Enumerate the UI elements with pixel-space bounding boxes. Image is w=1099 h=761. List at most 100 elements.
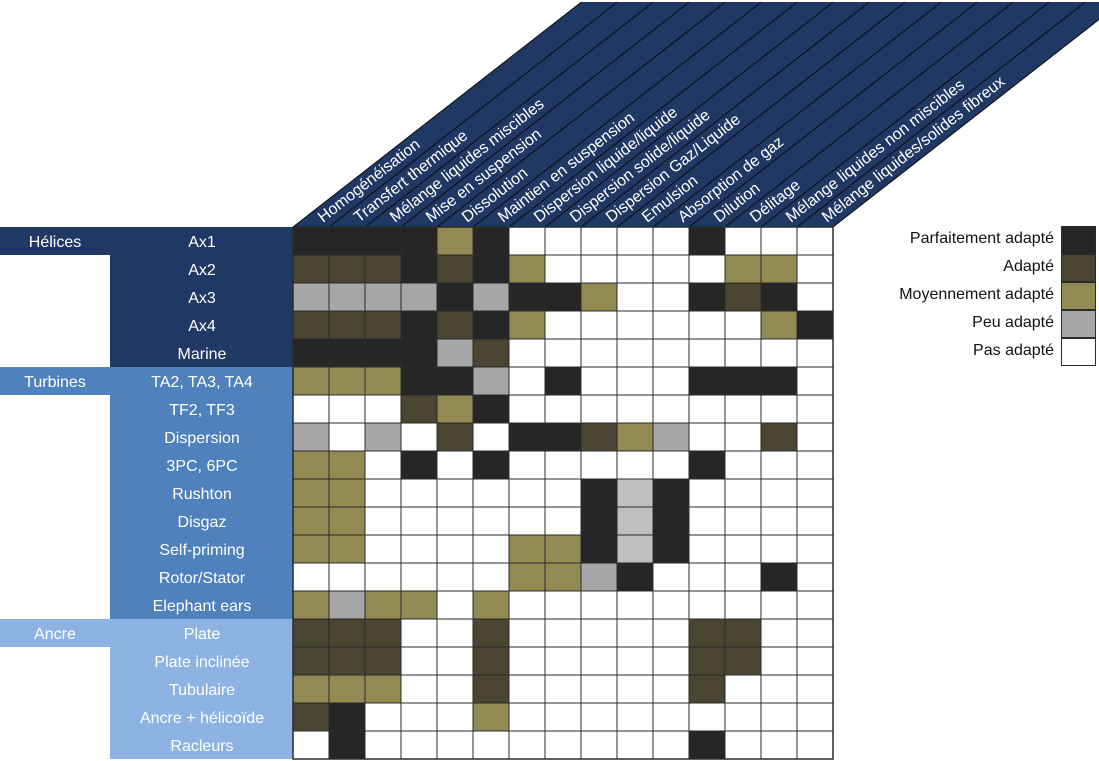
column-header-separator xyxy=(580,1,870,228)
column-header-separator xyxy=(652,1,942,228)
cell-3pc-6pc-absorption-de-gaz xyxy=(652,450,690,480)
cell-tubulaire-homogeneisation xyxy=(292,674,330,704)
cell-ancre-helicoide-melange-liquides-miscibles xyxy=(364,702,402,732)
cell-dispersion-mise-en-suspension xyxy=(400,422,438,452)
cell-ax1-maintien-en-suspension xyxy=(472,226,510,256)
column-header-separator xyxy=(832,18,1099,228)
cell-ax3-dispersion-solide-liquide xyxy=(544,282,582,312)
cell-tubulaire-melange-liquides-solides-fibreux xyxy=(796,674,834,704)
group-label-ancre: Ancre xyxy=(34,626,76,643)
cell-racleurs-dispersion-solide-liquide xyxy=(544,730,582,760)
cell-ax1-dispersion-liquide-liquide xyxy=(508,226,546,256)
group-band-ancre xyxy=(0,619,110,647)
cell-self-priming-mise-en-suspension xyxy=(400,534,438,564)
column-header-separator xyxy=(400,1,690,228)
cell-ax2-melange-liquides-non-miscibles xyxy=(760,254,798,284)
cell-plate-inclinee-dissolution xyxy=(436,646,474,676)
cell-elephant-ears-dispersion-solide-liquide xyxy=(544,590,582,620)
cell-elephant-ears-dissolution xyxy=(436,590,474,620)
legend-label: Parfaitement adapté xyxy=(909,230,1054,247)
cell-dispersion-dissolution xyxy=(436,422,474,452)
column-header-separator xyxy=(616,1,906,228)
cell-plate-transfert-thermique xyxy=(328,618,366,648)
cell-ta2-ta3-ta4-melange-liquides-solides-fibreux xyxy=(796,366,834,396)
cell-marine-delitage xyxy=(724,338,762,368)
group-band-helices xyxy=(0,227,110,255)
row-label-block-turbines xyxy=(110,367,293,619)
cell-ax4-homogeneisation xyxy=(292,310,330,340)
cell-3pc-6pc-dispersion-liquide-liquide xyxy=(508,450,546,480)
cell-rotor-stator-maintien-en-suspension xyxy=(472,562,510,592)
cell-self-priming-dissolution xyxy=(436,534,474,564)
cell-racleurs-dispersion-liquide-liquide xyxy=(508,730,546,760)
cell-disgaz-melange-liquides-non-miscibles xyxy=(760,506,798,536)
cell-elephant-ears-melange-liquides-miscibles xyxy=(364,590,402,620)
row-label-self-priming: Self-priming xyxy=(159,542,244,559)
column-header-separator xyxy=(364,1,654,228)
column-header-separator xyxy=(544,1,834,228)
cell-ax2-mise-en-suspension xyxy=(400,254,438,284)
cell-self-priming-homogeneisation xyxy=(292,534,330,564)
legend-item-peu-adapte: Peu adapté xyxy=(840,310,1099,338)
cell-ax4-melange-liquides-miscibles xyxy=(364,310,402,340)
cell-plate-inclinee-dispersion-solide-liquide xyxy=(544,646,582,676)
column-header-separator xyxy=(760,1,1050,228)
cell-rushton-dispersion-liquide-liquide xyxy=(508,478,546,508)
cell-ta2-ta3-ta4-dispersion-liquide-liquide xyxy=(508,366,546,396)
cell-rotor-stator-absorption-de-gaz xyxy=(652,562,690,592)
legend-swatch xyxy=(1061,226,1096,254)
cell-tf2-tf3-melange-liquides-non-miscibles xyxy=(760,394,798,424)
cell-tf2-tf3-melange-liquides-miscibles xyxy=(364,394,402,424)
cell-disgaz-dispersion-solide-liquide xyxy=(544,506,582,536)
cell-plate-inclinee-maintien-en-suspension xyxy=(472,646,510,676)
cell-3pc-6pc-dilution xyxy=(688,450,726,480)
cell-ax1-transfert-thermique xyxy=(328,226,366,256)
cell-rotor-stator-dilution xyxy=(688,562,726,592)
cell-elephant-ears-transfert-thermique xyxy=(328,590,366,620)
cell-plate-inclinee-emulsion xyxy=(616,646,654,676)
cell-dispersion-homogeneisation xyxy=(292,422,330,452)
cell-tf2-tf3-dispersion-liquide-liquide xyxy=(508,394,546,424)
column-header-separator xyxy=(292,1,582,228)
cell-plate-melange-liquides-non-miscibles xyxy=(760,618,798,648)
cell-disgaz-maintien-en-suspension xyxy=(472,506,510,536)
row-label-marine: Marine xyxy=(178,346,227,363)
cell-dispersion-melange-liquides-solides-fibreux xyxy=(796,422,834,452)
cell-ax3-dilution xyxy=(688,282,726,312)
cell-plate-dilution xyxy=(688,618,726,648)
cell-ax4-melange-liquides-solides-fibreux xyxy=(796,310,834,340)
cell-ax3-melange-liquides-miscibles xyxy=(364,282,402,312)
cell-ax4-transfert-thermique xyxy=(328,310,366,340)
cell-plate-inclinee-homogeneisation xyxy=(292,646,330,676)
cell-elephant-ears-dispersion-liquide-liquide xyxy=(508,590,546,620)
cell-disgaz-dispersion-gaz-liquide xyxy=(580,506,618,536)
cell-ta2-ta3-ta4-dissolution xyxy=(436,366,474,396)
cell-rotor-stator-homogeneisation xyxy=(292,562,330,592)
legend-item-adapte: Adapté xyxy=(840,254,1099,282)
cell-ax1-melange-liquides-solides-fibreux xyxy=(796,226,834,256)
cell-ax1-melange-liquides-miscibles xyxy=(364,226,402,256)
cell-elephant-ears-dispersion-gaz-liquide xyxy=(580,590,618,620)
cell-ax4-dispersion-liquide-liquide xyxy=(508,310,546,340)
row-label-disgaz: Disgaz xyxy=(178,514,227,531)
cell-disgaz-dilution xyxy=(688,506,726,536)
cell-ancre-helicoide-dilution xyxy=(688,702,726,732)
cell-plate-inclinee-melange-liquides-miscibles xyxy=(364,646,402,676)
cell-racleurs-dispersion-gaz-liquide xyxy=(580,730,618,760)
cell-disgaz-mise-en-suspension xyxy=(400,506,438,536)
cell-elephant-ears-dilution xyxy=(688,590,726,620)
cell-rotor-stator-dispersion-gaz-liquide xyxy=(580,562,618,592)
cell-tubulaire-maintien-en-suspension xyxy=(472,674,510,704)
cell-tf2-tf3-dissolution xyxy=(436,394,474,424)
cell-ax3-emulsion xyxy=(616,282,654,312)
cell-dispersion-emulsion xyxy=(616,422,654,452)
cell-plate-delitage xyxy=(724,618,762,648)
cell-racleurs-absorption-de-gaz xyxy=(652,730,690,760)
cell-rushton-transfert-thermique xyxy=(328,478,366,508)
cell-ax4-dispersion-gaz-liquide xyxy=(580,310,618,340)
cell-ancre-helicoide-delitage xyxy=(724,702,762,732)
column-header-separator xyxy=(472,1,762,228)
cell-elephant-ears-emulsion xyxy=(616,590,654,620)
cell-ancre-helicoide-dispersion-liquide-liquide xyxy=(508,702,546,732)
cell-plate-inclinee-mise-en-suspension xyxy=(400,646,438,676)
